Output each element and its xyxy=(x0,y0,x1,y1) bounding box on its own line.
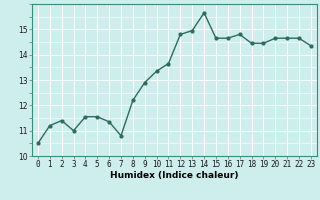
X-axis label: Humidex (Indice chaleur): Humidex (Indice chaleur) xyxy=(110,171,239,180)
